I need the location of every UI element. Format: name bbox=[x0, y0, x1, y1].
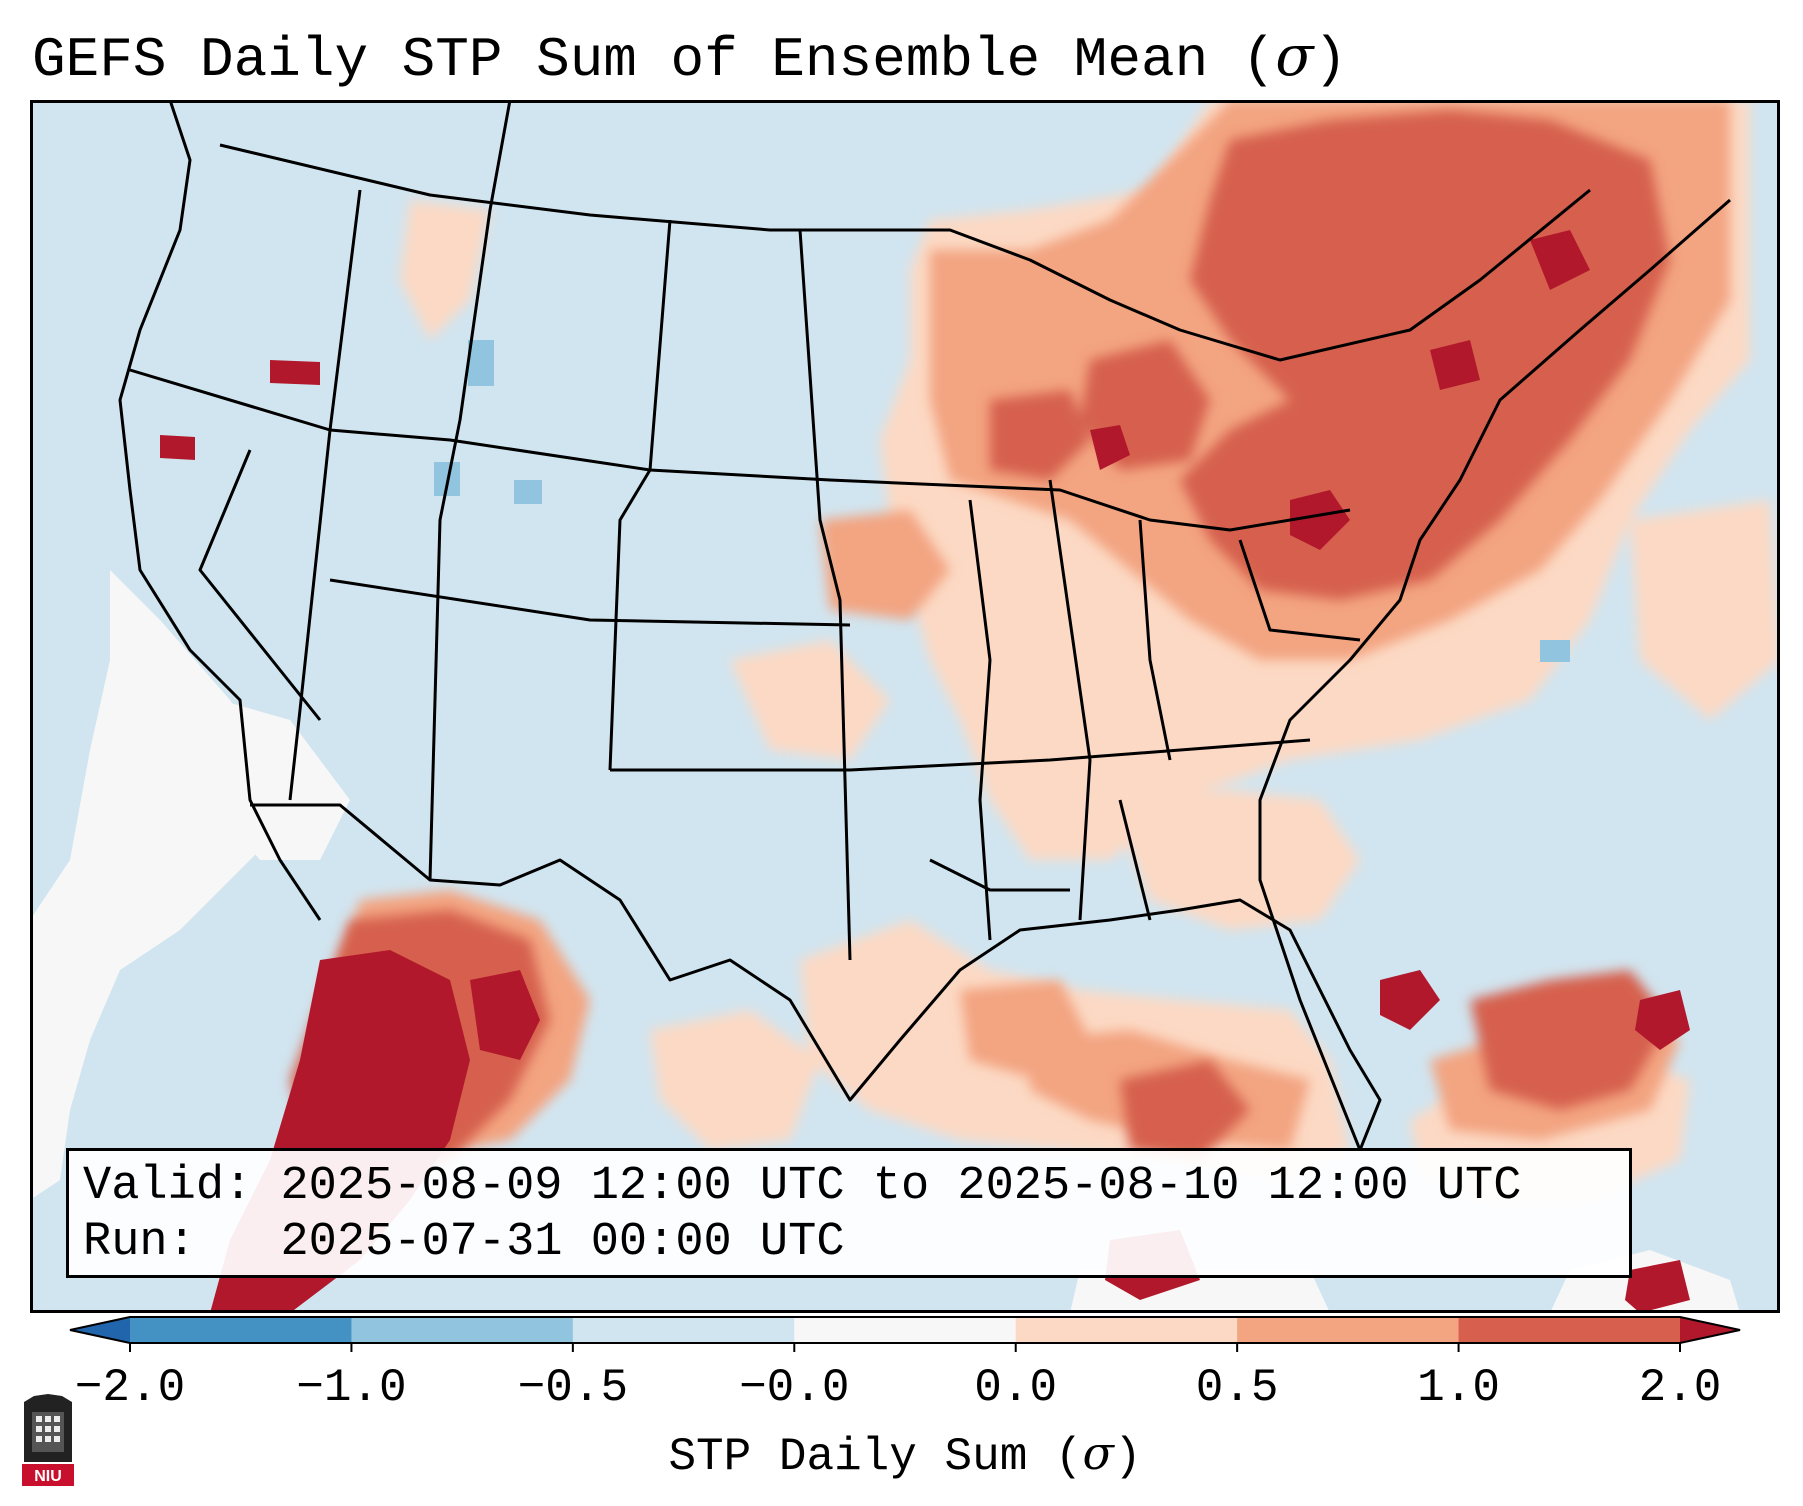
logo-text: NIU bbox=[34, 1468, 62, 1485]
colorbar-tick-label: 0.0 bbox=[974, 1362, 1058, 1414]
colorbar-svg bbox=[69, 1316, 1741, 1352]
colorbar-bin bbox=[1015, 1317, 1238, 1343]
colorbar-tick-label: 0.5 bbox=[1195, 1362, 1279, 1414]
colorbar-bin bbox=[130, 1317, 352, 1343]
colorbar-tick-label: −2.0 bbox=[74, 1362, 186, 1414]
colorbar-label-close: ) bbox=[1113, 1431, 1142, 1483]
chart-title: GEFS Daily STP Sum of Ensemble Mean (σ) bbox=[32, 24, 1347, 92]
colorbar-tick-label: −1.0 bbox=[296, 1362, 407, 1414]
colorbar bbox=[69, 1316, 1741, 1352]
run-label: Run: bbox=[83, 1216, 196, 1269]
colorbar-tick-label: 1.0 bbox=[1417, 1362, 1500, 1414]
valid-time: 2025-08-09 12:00 UTC to 2025-08-10 12:00… bbox=[280, 1160, 1522, 1213]
colorbar-label-text: STP Daily Sum ( bbox=[668, 1431, 1083, 1483]
colorbar-label-sigma: σ bbox=[1082, 1426, 1114, 1480]
colorbar-tick-label: −0.0 bbox=[739, 1362, 850, 1414]
colorbar-label: STP Daily Sum (σ) bbox=[668, 1426, 1141, 1483]
colorbar-bin bbox=[1237, 1317, 1460, 1343]
colorbar-bin bbox=[351, 1317, 574, 1343]
colorbar-tick-label: 2.0 bbox=[1638, 1362, 1722, 1414]
colorbar-bin bbox=[794, 1317, 1017, 1343]
colorbar-bin bbox=[1458, 1317, 1681, 1343]
colorbar-bin bbox=[572, 1317, 795, 1343]
map-border bbox=[30, 100, 1780, 1313]
title-close: ) bbox=[1313, 28, 1348, 92]
colorbar-under-arrow bbox=[70, 1317, 130, 1343]
state-borders bbox=[118, 100, 1731, 1151]
colorbar-over-arrow bbox=[1680, 1317, 1740, 1343]
colorbar-tick-label: −0.5 bbox=[517, 1362, 629, 1414]
map-panel bbox=[30, 100, 1780, 1313]
title-sigma: σ bbox=[1275, 24, 1314, 89]
niu-logo: NIU bbox=[20, 1392, 76, 1488]
run-time: 2025-07-31 00:00 UTC bbox=[280, 1216, 845, 1269]
valid-run-info-box: Valid: 2025-08-09 12:00 UTC to 2025-08-1… bbox=[66, 1148, 1632, 1278]
valid-label: Valid: bbox=[83, 1160, 253, 1213]
title-text: GEFS Daily STP Sum of Ensemble Mean ( bbox=[32, 28, 1276, 92]
